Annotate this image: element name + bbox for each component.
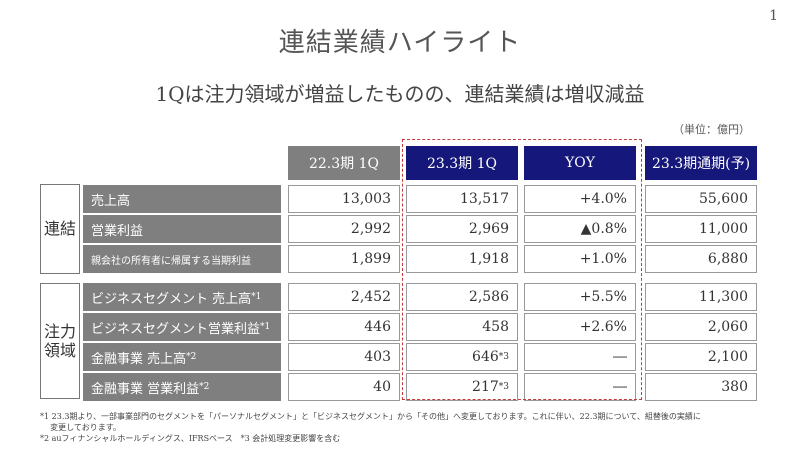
row-label: 金融事業 売上高 *2 — [83, 343, 281, 371]
cell-23-1q: 458 — [406, 313, 518, 341]
cell-yoy: +4.0% — [524, 185, 636, 213]
cell-yoy: +2.6% — [524, 313, 636, 341]
unit-label: （単位：億円） — [673, 123, 750, 136]
cell-22-1q: 40 — [288, 373, 400, 401]
cell-full-forecast: 6,880 — [645, 245, 757, 273]
footnotes: *1 23.3期より、一部事業部門のセグメントを「パーソナルセグメント」と「ビジ… — [40, 412, 770, 444]
group-label-consolidated: 連結 — [40, 184, 80, 274]
cell-full-forecast: 380 — [645, 373, 757, 401]
cell-full-forecast: 11,000 — [645, 215, 757, 243]
header-22-1q: 22.3期 1Q — [288, 146, 400, 180]
cell-23-1q: 646 *3 — [406, 343, 518, 371]
cell-22-1q: 2,992 — [288, 215, 400, 243]
cell-yoy: ― — [524, 373, 636, 401]
slide-subtitle: 1Qは注力領域が増益したものの、連結業績は増収減益 — [155, 82, 645, 106]
cell-full-forecast: 55,600 — [645, 185, 757, 213]
row-label: ビジネスセグメント営業利益 *1 — [83, 313, 281, 341]
row-label: 金融事業 営業利益 *2 — [83, 373, 281, 401]
cell-22-1q: 403 — [288, 343, 400, 371]
cell-22-1q: 2,452 — [288, 283, 400, 311]
row-label: ビジネスセグメント 売上高 *1 — [83, 283, 281, 311]
cell-22-1q: 1,899 — [288, 245, 400, 273]
row-label: 売上高 — [83, 185, 281, 213]
cell-22-1q: 446 — [288, 313, 400, 341]
cell-23-1q: 217 *3 — [406, 373, 518, 401]
cell-23-1q: 1,918 — [406, 245, 518, 273]
cell-yoy: +5.5% — [524, 283, 636, 311]
cell-23-1q: 2,586 — [406, 283, 518, 311]
cell-full-forecast: 2,100 — [645, 343, 757, 371]
cell-full-forecast: 2,060 — [645, 313, 757, 341]
header-yoy: YOY — [524, 146, 636, 180]
header-23-1q: 23.3期 1Q — [406, 146, 518, 180]
footnote-1-cont: 変更しております。 — [40, 422, 121, 432]
cell-23-1q: 13,517 — [406, 185, 518, 213]
footnote-2-3: *2 auフィナンシャルホールディングス、IFRSベース *3 会計処理変更影響… — [40, 433, 341, 443]
slide-title: 連結業績ハイライト — [278, 28, 522, 58]
cell-full-forecast: 11,300 — [645, 283, 757, 311]
cell-yoy: ― — [524, 343, 636, 371]
page-number: 1 — [769, 8, 778, 24]
footnote-1: *1 23.3期より、一部事業部門のセグメントを「パーソナルセグメント」と「ビジ… — [40, 412, 701, 421]
cell-yoy: +1.0% — [524, 245, 636, 273]
row-label: 親会社の所有者に帰属する当期利益 — [83, 245, 281, 273]
cell-yoy: ▲0.8% — [524, 215, 636, 243]
row-label: 営業利益 — [83, 215, 281, 243]
header-23-full-forecast: 23.3期通期(予) — [645, 146, 757, 180]
cell-23-1q: 2,969 — [406, 215, 518, 243]
group-label-focus-areas: 注力 領域 — [40, 283, 80, 399]
cell-22-1q: 13,003 — [288, 185, 400, 213]
